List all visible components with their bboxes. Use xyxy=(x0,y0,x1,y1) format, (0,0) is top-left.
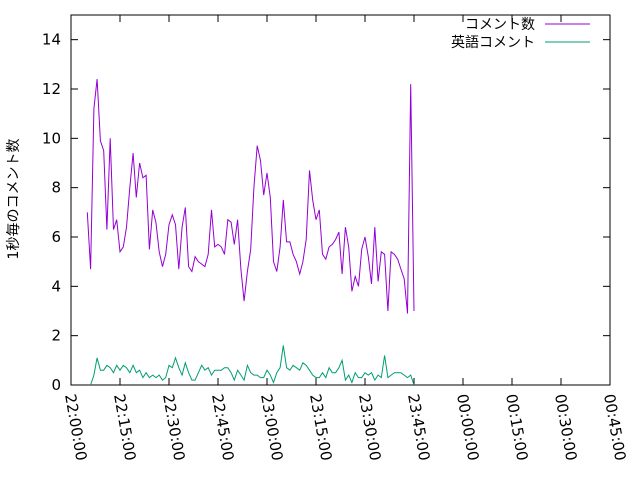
x-tick-label: 23:00:00 xyxy=(257,393,286,462)
series-lines xyxy=(86,79,415,386)
x-axis-ticks: 22:00:00 22:15:00 22:30:00 22:45:00 23:00:00… xyxy=(61,15,629,462)
x-tick-label: 22:15:00 xyxy=(110,393,139,462)
y-tick-label: 8 xyxy=(51,179,61,197)
legend-label: 英語コメント xyxy=(451,34,535,51)
x-tick-label: 23:15:00 xyxy=(306,393,335,462)
x-tick-label: 22:00:00 xyxy=(61,393,90,462)
plot-frame xyxy=(70,14,611,386)
series-line-0 xyxy=(86,79,415,314)
x-tick-label: 22:30:00 xyxy=(159,393,188,462)
series-line-1 xyxy=(90,345,415,386)
x-tick-label: 00:00:00 xyxy=(453,393,482,462)
y-tick-label: 12 xyxy=(42,80,61,98)
y-tick-label: 2 xyxy=(51,327,61,345)
y-tick-label: 4 xyxy=(51,277,61,295)
y-tick-label: 10 xyxy=(42,129,61,147)
y-axis-label: 1秒毎のコメント数 xyxy=(6,139,22,260)
plot-border xyxy=(70,14,611,386)
x-tick-label: 00:45:00 xyxy=(600,393,629,462)
x-tick-label: 23:45:00 xyxy=(404,393,433,462)
x-tick-label: 00:30:00 xyxy=(551,393,580,462)
y-tick-label: 0 xyxy=(51,376,61,394)
y-axis-ticks: 0 2 4 6 8 10 12 14 xyxy=(42,31,610,394)
x-tick-label: 00:15:00 xyxy=(502,393,531,462)
x-tick-label: 23:30:00 xyxy=(355,393,384,462)
legend-label: コメント数 xyxy=(465,17,535,33)
y-tick-label: 14 xyxy=(42,31,61,49)
x-tick-label: 22:45:00 xyxy=(208,393,237,462)
y-tick-label: 6 xyxy=(51,228,61,246)
